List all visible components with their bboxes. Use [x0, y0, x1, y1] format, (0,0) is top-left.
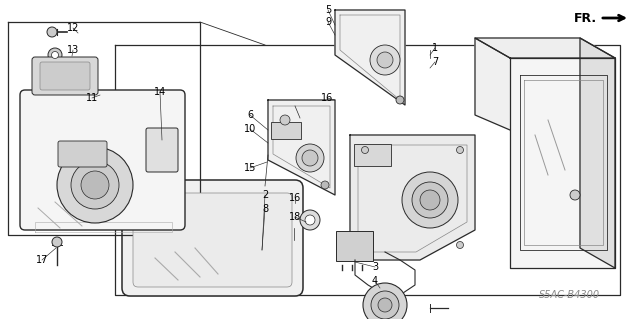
Circle shape [371, 291, 399, 319]
Text: 7: 7 [432, 57, 438, 67]
Circle shape [378, 298, 392, 312]
Circle shape [362, 241, 369, 249]
FancyBboxPatch shape [133, 193, 292, 287]
Circle shape [51, 51, 58, 58]
Text: 3: 3 [372, 262, 378, 272]
Circle shape [81, 171, 109, 199]
FancyBboxPatch shape [40, 62, 90, 90]
Polygon shape [475, 38, 510, 130]
FancyBboxPatch shape [32, 57, 98, 95]
Circle shape [52, 237, 62, 247]
Circle shape [300, 210, 320, 230]
Circle shape [321, 181, 329, 189]
Text: 1: 1 [432, 43, 438, 53]
Text: FR.: FR. [574, 11, 597, 25]
Text: 15: 15 [244, 163, 256, 173]
Circle shape [570, 190, 580, 200]
FancyBboxPatch shape [20, 90, 185, 230]
Polygon shape [580, 38, 615, 268]
Polygon shape [350, 135, 475, 260]
Polygon shape [475, 38, 615, 58]
Circle shape [47, 27, 57, 37]
FancyBboxPatch shape [146, 128, 178, 172]
Text: 16: 16 [289, 193, 301, 203]
Circle shape [305, 215, 315, 225]
Circle shape [456, 241, 463, 249]
Text: 17: 17 [36, 255, 48, 265]
Text: 6: 6 [247, 110, 253, 120]
FancyBboxPatch shape [354, 144, 391, 166]
FancyBboxPatch shape [336, 231, 373, 261]
Text: 13: 13 [67, 45, 79, 55]
Circle shape [377, 52, 393, 68]
Circle shape [280, 115, 290, 125]
Text: 12: 12 [67, 23, 79, 33]
Polygon shape [335, 10, 405, 105]
Circle shape [71, 161, 119, 209]
FancyBboxPatch shape [122, 180, 303, 296]
Circle shape [57, 147, 133, 223]
Circle shape [296, 144, 324, 172]
Circle shape [420, 190, 440, 210]
Text: 4: 4 [372, 276, 378, 286]
Circle shape [402, 172, 458, 228]
Circle shape [302, 150, 318, 166]
FancyBboxPatch shape [58, 141, 107, 167]
Text: 18: 18 [289, 212, 301, 222]
Circle shape [456, 146, 463, 153]
Circle shape [363, 283, 407, 319]
Text: 2: 2 [262, 190, 268, 200]
Text: 11: 11 [86, 93, 98, 103]
Text: 10: 10 [244, 124, 256, 134]
Text: 8: 8 [262, 204, 268, 214]
Circle shape [362, 146, 369, 153]
Circle shape [370, 45, 400, 75]
Text: 16: 16 [321, 93, 333, 103]
Polygon shape [510, 58, 615, 268]
Text: S5AC-B4300: S5AC-B4300 [539, 290, 600, 300]
Text: 14: 14 [154, 87, 166, 97]
FancyBboxPatch shape [271, 122, 301, 139]
Circle shape [48, 48, 62, 62]
Circle shape [412, 182, 448, 218]
Polygon shape [268, 100, 335, 195]
Text: 9: 9 [325, 17, 331, 27]
Text: 5: 5 [325, 5, 331, 15]
Circle shape [396, 96, 404, 104]
